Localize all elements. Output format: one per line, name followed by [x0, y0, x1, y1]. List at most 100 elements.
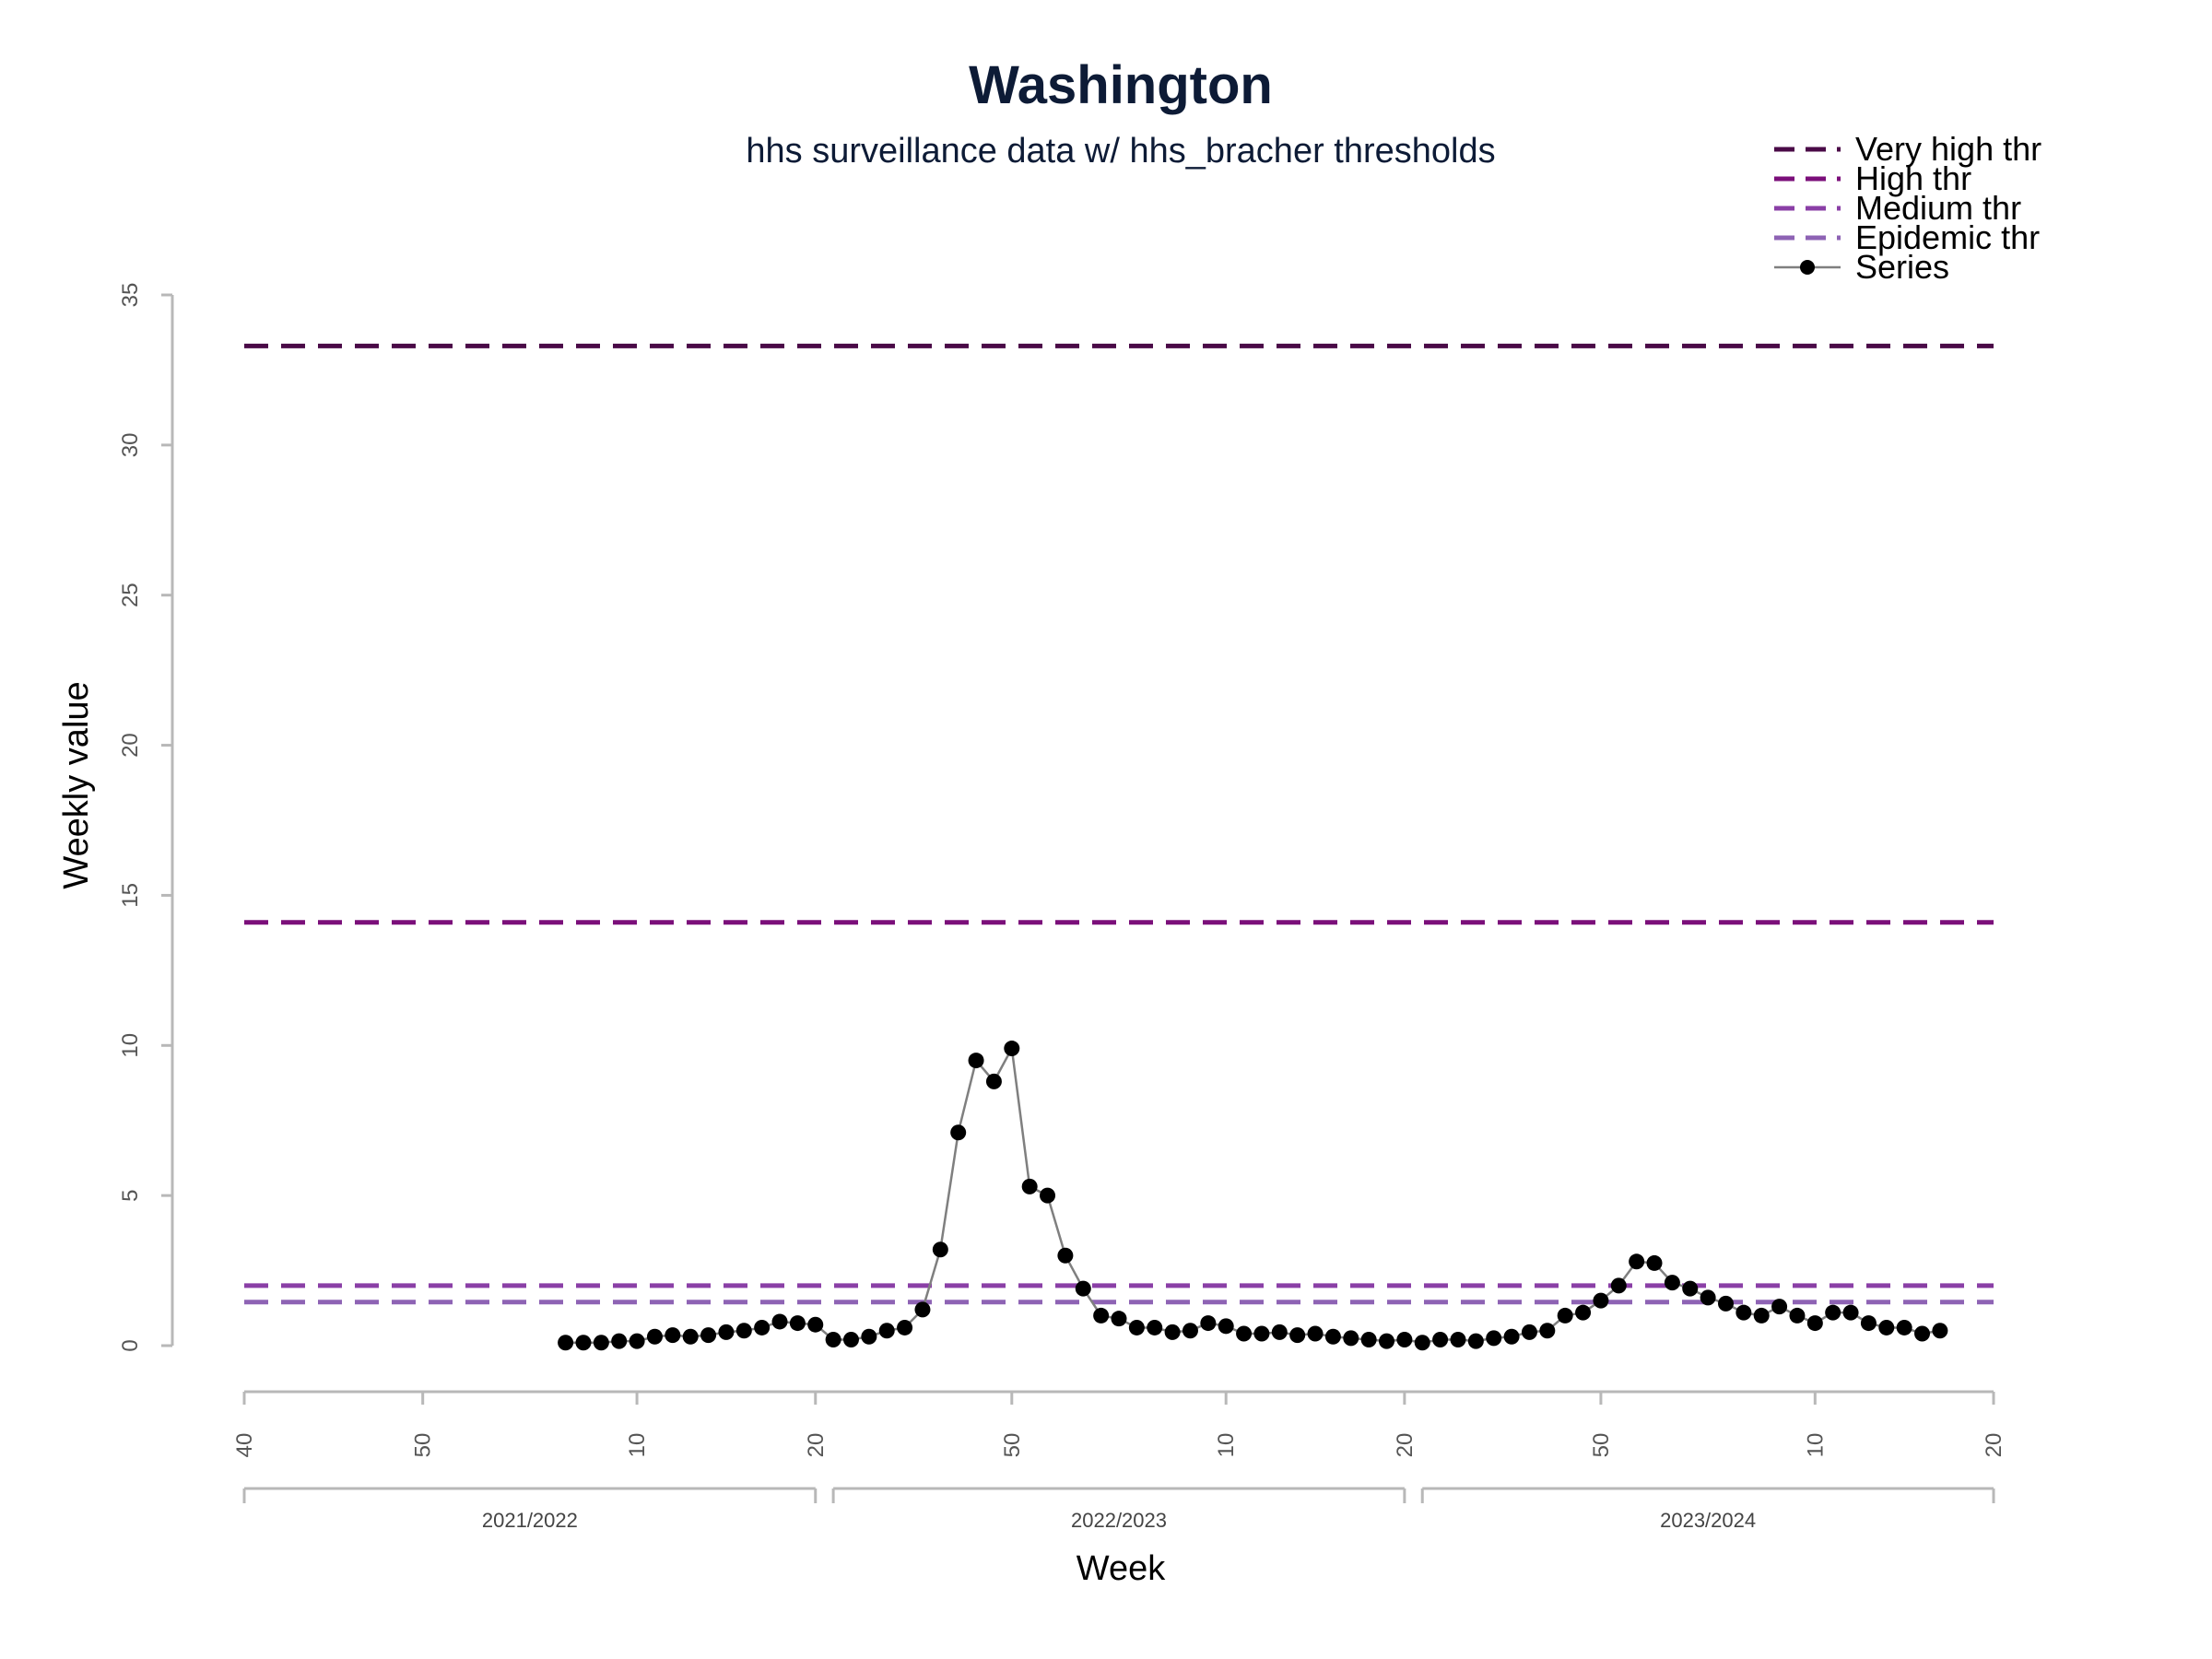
series-point — [1040, 1187, 1056, 1204]
series-point — [1629, 1253, 1645, 1270]
legend-label: High thr — [1855, 159, 1971, 197]
series-point — [1075, 1280, 1091, 1297]
series-point — [1432, 1331, 1449, 1347]
series-point — [789, 1315, 806, 1332]
series-point — [1164, 1324, 1181, 1340]
series-point — [682, 1328, 699, 1345]
series-point — [1236, 1325, 1253, 1342]
series-point — [646, 1328, 663, 1345]
series-point — [1575, 1304, 1592, 1321]
series-point — [1717, 1295, 1734, 1312]
legend-label: Medium thr — [1855, 189, 2021, 227]
x-tick-label: 50 — [1589, 1433, 1614, 1458]
series-point — [1021, 1178, 1038, 1194]
series-point — [1486, 1330, 1502, 1347]
series-point — [932, 1241, 948, 1258]
plot-area: 0 5 10 15 20 25 30 35 40 50 10 20 50 10 20 50 10 20 2021/2… — [118, 283, 2006, 1532]
series-point — [1860, 1315, 1877, 1332]
series-point — [1896, 1319, 1912, 1335]
series-point — [1557, 1307, 1573, 1324]
x-tick-label: 20 — [1393, 1433, 1418, 1458]
legend-swatch-point — [1800, 260, 1815, 275]
series-point — [1379, 1333, 1395, 1349]
series-point — [1878, 1319, 1895, 1335]
series-point — [1771, 1299, 1788, 1315]
y-tick-label: 5 — [118, 1189, 143, 1201]
series-point — [1503, 1328, 1520, 1345]
series-point — [700, 1327, 717, 1344]
y-tick-label: 25 — [118, 582, 143, 607]
y-tick-label: 35 — [118, 283, 143, 308]
series-point — [1700, 1289, 1716, 1306]
series-point — [1200, 1315, 1217, 1332]
series-point — [1664, 1275, 1680, 1291]
series-point — [611, 1333, 628, 1349]
series-point — [575, 1335, 592, 1351]
season-label: 2023/2024 — [1660, 1509, 1756, 1532]
series-point — [1789, 1307, 1806, 1324]
series-point — [771, 1313, 788, 1330]
series-point — [842, 1331, 859, 1347]
series-point — [1057, 1247, 1074, 1264]
series-point — [1360, 1331, 1377, 1347]
series-point — [1682, 1280, 1699, 1297]
series-point — [1735, 1304, 1752, 1321]
series-point — [1253, 1325, 1270, 1342]
y-tick-label: 20 — [118, 733, 143, 758]
series-point — [1128, 1319, 1145, 1335]
series-point — [1307, 1325, 1324, 1342]
x-axis-title: Week — [1077, 1549, 1166, 1588]
season-label: 2022/2023 — [1071, 1509, 1167, 1532]
season-label: 2021/2022 — [482, 1509, 578, 1532]
series-point — [1147, 1319, 1163, 1335]
series-point — [950, 1124, 967, 1141]
x-tick-label: 10 — [1214, 1433, 1239, 1458]
series-point — [1467, 1333, 1484, 1349]
series-point — [1646, 1254, 1663, 1271]
x-tick-label: 50 — [1000, 1433, 1025, 1458]
x-tick-label: 20 — [804, 1433, 829, 1458]
series-point — [1271, 1324, 1288, 1340]
series-point — [897, 1319, 913, 1335]
series-point — [1450, 1331, 1466, 1347]
series-point — [807, 1316, 824, 1333]
legend-label: Epidemic thr — [1855, 218, 2040, 256]
legend-label: Series — [1855, 248, 1949, 286]
x-tick-label: 40 — [232, 1433, 257, 1458]
series-point — [1414, 1335, 1430, 1351]
series-point — [1842, 1304, 1859, 1321]
series-point — [1289, 1327, 1306, 1344]
series-point — [718, 1324, 735, 1340]
series-point — [1004, 1041, 1020, 1057]
chart-subtitle: hhs surveillance data w/ hhs_bracher thr… — [746, 132, 1495, 171]
series-point — [1825, 1304, 1841, 1321]
x-tick-label: 10 — [625, 1433, 650, 1458]
series-point — [1610, 1277, 1627, 1294]
y-tick-label: 10 — [118, 1033, 143, 1058]
legend-label: Very high thr — [1855, 130, 2041, 168]
series-line — [565, 1044, 1941, 1345]
series-point — [754, 1319, 771, 1335]
y-axis-title: Weekly value — [57, 681, 96, 888]
series-point — [1521, 1324, 1537, 1340]
series-point — [914, 1301, 931, 1318]
y-tick-label: 0 — [118, 1339, 143, 1351]
series-point — [1182, 1323, 1198, 1339]
series-point — [1218, 1318, 1234, 1335]
series-point — [1806, 1315, 1823, 1332]
series-point — [1753, 1307, 1770, 1324]
y-tick-label: 30 — [118, 433, 143, 458]
series-point — [1093, 1307, 1110, 1324]
series-point — [735, 1323, 752, 1339]
series-point — [1111, 1311, 1127, 1327]
series-point — [1539, 1323, 1556, 1339]
series-point — [1914, 1325, 1931, 1342]
series-point — [558, 1335, 574, 1351]
series-point — [985, 1073, 1002, 1089]
x-tick-label: 10 — [1803, 1433, 1828, 1458]
series-point — [825, 1331, 841, 1347]
series-point — [968, 1053, 984, 1069]
x-tick-label: 50 — [411, 1433, 436, 1458]
